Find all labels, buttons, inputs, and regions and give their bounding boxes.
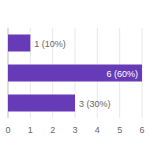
tick-label: 0 — [5, 125, 10, 135]
data-label: 6 (60%) — [106, 69, 138, 79]
bar — [8, 95, 75, 112]
data-label: 1 (10%) — [34, 39, 66, 49]
tick-label: 6 — [139, 125, 144, 135]
data-label: 3 (30%) — [79, 99, 111, 109]
bar — [8, 35, 30, 52]
tick-label: 5 — [117, 125, 122, 135]
tick-label: 2 — [50, 125, 55, 135]
bar — [8, 65, 142, 82]
tick-label: 3 — [72, 125, 77, 135]
tick-label: 1 — [28, 125, 33, 135]
tick-label: 4 — [95, 125, 100, 135]
chart: 0 1 2 3 4 5 6 1 (10%) 6 (60%) 3 (30%) — [0, 0, 150, 150]
